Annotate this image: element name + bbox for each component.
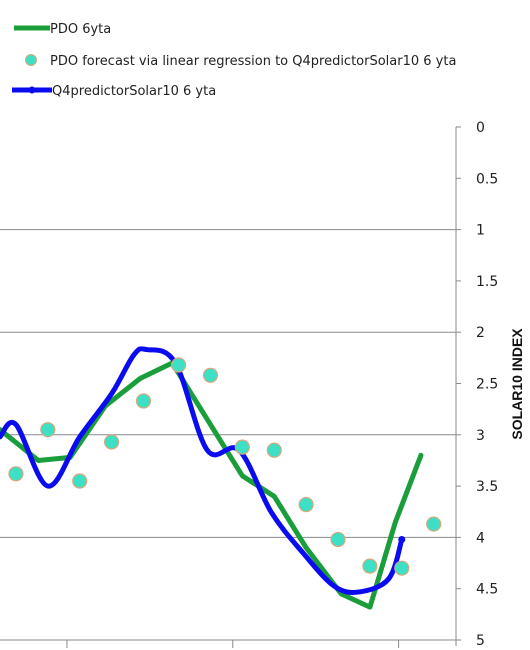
legend-label-0: PDO 6yta	[50, 22, 111, 37]
legend-swatch-1	[25, 54, 37, 66]
forecast-point-13	[426, 516, 442, 532]
axes: 0 0.5 1 1.5 2 2.5 3 3.5 4 4.5 5	[66, 120, 498, 649]
y-axis-title: SOLAR10 INDEX	[509, 328, 525, 440]
legend-swatch-dot-2	[28, 86, 36, 94]
forecast-point-6	[202, 367, 219, 383]
forecast-point-9	[298, 496, 314, 513]
y-tick-label-3: 1.5	[476, 274, 498, 290]
series-q4predictor-endpoint	[398, 535, 406, 543]
y-tick-label-1: 0.5	[476, 171, 498, 187]
forecast-point-8	[266, 442, 282, 458]
legend-label-2: Q4predictorSolar10 6 yta	[52, 84, 216, 99]
y-tick-label-10: 5	[476, 633, 485, 649]
gridlines	[0, 229, 456, 641]
forecast-point-4	[135, 393, 152, 409]
y-tick-label-2: 1	[476, 223, 485, 239]
y-tick-label-4: 2	[476, 325, 485, 341]
forecast-point-10	[330, 531, 346, 548]
forecast-point-0	[8, 466, 24, 482]
series-q4predictor-line	[0, 346, 405, 595]
legend: PDO 6yta PDO forecast via linear regressi…	[12, 22, 456, 99]
forecast-point-2	[72, 473, 88, 489]
y-tick-label-0: 0	[476, 120, 485, 136]
y-tick-label-9: 4.5	[476, 582, 498, 598]
forecast-point-1	[40, 422, 56, 438]
legend-label-1: PDO forecast via linear regression to Q4…	[50, 54, 456, 69]
y-tick-label-6: 3	[476, 428, 485, 444]
forecast-point-3	[104, 434, 120, 450]
forecast-point-11	[362, 558, 378, 574]
forecast-point-5	[170, 357, 187, 373]
forecast-point-12	[394, 560, 410, 576]
forecast-point-7	[234, 439, 250, 455]
y-tick-label-5: 2.5	[476, 377, 498, 393]
series-pdo-6yta-line	[0, 360, 424, 610]
series-layer	[0, 346, 442, 610]
y-tick-label-8: 4	[476, 530, 485, 546]
y-tick-label-7: 3.5	[476, 479, 498, 495]
